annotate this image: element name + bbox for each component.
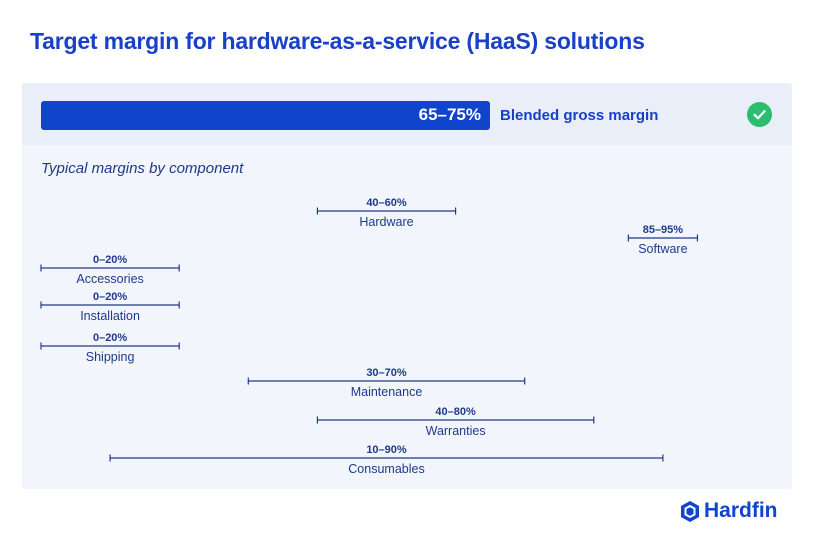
range-value-label: 0–20% <box>93 332 127 344</box>
range-category-label: Installation <box>80 309 140 323</box>
range-category-label: Shipping <box>86 350 135 364</box>
range-category-label: Maintenance <box>351 385 423 399</box>
blended-margin-bar: 65–75% <box>41 101 490 130</box>
range-category-label: Hardware <box>359 215 413 229</box>
range-accessories: 0–20% Accessories <box>40 254 180 286</box>
range-value-label: 0–20% <box>93 291 127 303</box>
range-maintenance: 30–70% Maintenance <box>247 367 526 399</box>
range-category-label: Software <box>638 242 687 256</box>
range-value-label: 10–90% <box>366 444 407 456</box>
range-chart: 40–60% Hardware 85–95% Software 0–20% Accesso… <box>40 197 699 476</box>
check-circle-icon <box>747 102 772 127</box>
range-hardware: 40–60% Hardware <box>316 197 457 229</box>
blended-margin-label: Blended gross margin <box>500 107 659 124</box>
blended-margin-band: 65–75% Blended gross margin <box>22 83 792 145</box>
range-shipping: 0–20% Shipping <box>40 332 180 364</box>
range-value-label: 30–70% <box>366 367 407 379</box>
page-title: Target margin for hardware-as-a-service … <box>30 28 645 54</box>
range-value-label: 85–95% <box>643 224 684 236</box>
range-category-label: Accessories <box>76 272 143 286</box>
range-warranties: 40–80% Warranties <box>316 406 595 438</box>
hardfin-hexagon-icon <box>681 501 699 522</box>
range-value-label: 40–60% <box>366 197 407 209</box>
chart-panel: 65–75% Blended gross margin Typical marg… <box>22 83 792 489</box>
range-category-label: Consumables <box>348 462 424 476</box>
range-value-label: 40–80% <box>435 406 476 418</box>
range-installation: 0–20% Installation <box>40 291 180 323</box>
logo-text: Hardfin <box>704 499 778 522</box>
range-value-label: 0–20% <box>93 254 127 266</box>
range-category-label: Warranties <box>426 424 486 438</box>
blended-margin-value: 65–75% <box>418 105 481 124</box>
range-software: 85–95% Software <box>627 224 699 256</box>
chart-subtitle: Typical margins by component <box>41 160 244 177</box>
range-consumables: 10–90% Consumables <box>109 444 664 476</box>
